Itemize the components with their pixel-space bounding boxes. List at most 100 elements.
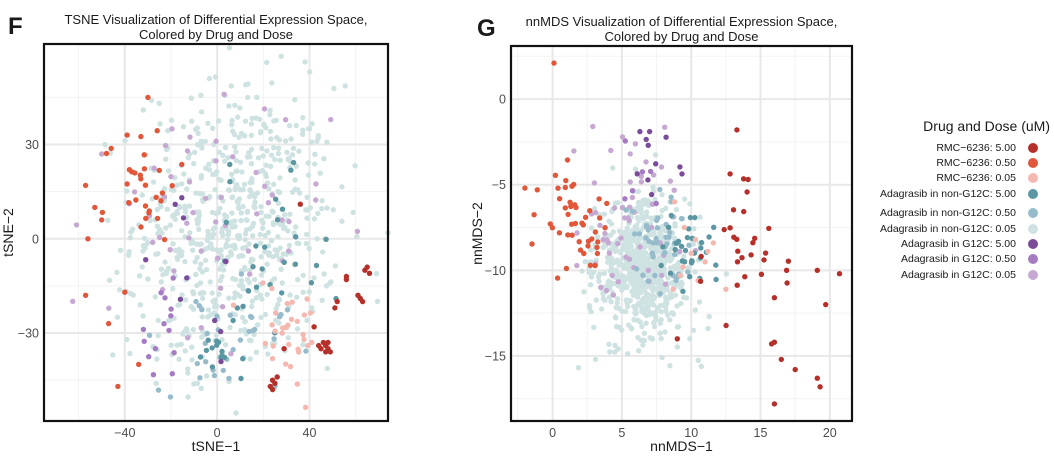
data-point bbox=[638, 173, 644, 180]
data-point bbox=[250, 233, 256, 239]
data-point bbox=[684, 234, 691, 241]
data-point bbox=[163, 156, 169, 162]
data-point bbox=[817, 384, 823, 390]
data-point bbox=[652, 272, 658, 279]
data-point bbox=[179, 292, 185, 298]
data-point bbox=[242, 244, 249, 251]
data-point bbox=[258, 254, 264, 260]
data-point bbox=[240, 253, 246, 259]
data-point bbox=[672, 246, 678, 253]
data-point bbox=[202, 138, 208, 145]
data-point bbox=[253, 243, 259, 249]
data-point bbox=[555, 185, 561, 191]
data-point bbox=[696, 299, 703, 305]
data-point bbox=[601, 211, 607, 217]
data-point bbox=[209, 290, 215, 296]
data-point bbox=[622, 262, 628, 268]
data-point bbox=[168, 306, 174, 312]
data-point bbox=[167, 247, 173, 253]
data-point bbox=[92, 204, 98, 211]
data-point bbox=[217, 285, 224, 291]
data-point bbox=[224, 214, 230, 220]
data-point bbox=[228, 351, 234, 357]
data-point bbox=[269, 355, 276, 362]
data-point bbox=[581, 289, 587, 295]
data-point bbox=[139, 192, 145, 198]
data-point bbox=[158, 279, 164, 285]
data-point bbox=[122, 289, 128, 295]
data-point bbox=[226, 295, 232, 301]
data-point bbox=[645, 278, 651, 284]
legend-label: RMC−6236: 0.50 bbox=[936, 157, 1016, 170]
data-point bbox=[278, 53, 284, 59]
data-point bbox=[230, 302, 237, 308]
data-point bbox=[225, 187, 232, 193]
data-point bbox=[677, 248, 683, 255]
data-point bbox=[189, 118, 195, 124]
data-point bbox=[269, 192, 275, 198]
data-point bbox=[189, 247, 196, 253]
data-point bbox=[193, 190, 199, 196]
data-point bbox=[636, 218, 642, 224]
data-point bbox=[615, 346, 621, 352]
data-point bbox=[264, 59, 270, 66]
data-point bbox=[117, 247, 124, 253]
data-point bbox=[179, 195, 185, 201]
data-point bbox=[595, 274, 602, 280]
data-point bbox=[613, 245, 619, 251]
data-point bbox=[623, 308, 629, 315]
data-point bbox=[592, 262, 598, 269]
data-point bbox=[602, 297, 608, 304]
data-point bbox=[647, 168, 654, 175]
data-point bbox=[187, 230, 193, 236]
data-point bbox=[267, 107, 273, 114]
data-point bbox=[141, 152, 147, 158]
data-point bbox=[562, 184, 568, 191]
data-point bbox=[645, 177, 651, 183]
data-point bbox=[306, 245, 312, 252]
data-point bbox=[203, 359, 209, 365]
data-point bbox=[287, 211, 293, 217]
data-point bbox=[105, 320, 112, 327]
data-point bbox=[534, 187, 540, 193]
legend-swatch bbox=[1028, 158, 1038, 169]
data-point bbox=[222, 158, 228, 164]
data-point bbox=[654, 240, 660, 246]
data-point bbox=[180, 331, 186, 337]
data-point bbox=[697, 278, 704, 284]
data-point bbox=[658, 262, 664, 269]
data-point bbox=[619, 287, 625, 293]
data-point bbox=[206, 167, 213, 173]
data-point bbox=[606, 250, 613, 256]
data-point bbox=[240, 303, 246, 309]
data-point bbox=[592, 356, 599, 363]
data-point bbox=[275, 200, 282, 206]
data-point bbox=[706, 313, 712, 320]
data-point bbox=[244, 217, 250, 223]
data-point bbox=[245, 94, 251, 101]
data-point bbox=[186, 203, 193, 209]
data-point bbox=[624, 284, 630, 290]
data-point bbox=[260, 225, 266, 231]
data-point bbox=[653, 235, 659, 242]
data-point bbox=[312, 151, 318, 157]
data-point bbox=[197, 354, 204, 360]
data-point bbox=[658, 335, 664, 342]
data-point bbox=[205, 120, 211, 127]
data-point bbox=[124, 132, 130, 138]
data-point bbox=[138, 133, 144, 140]
tsne-title-line1: TSNE Visualization of Differential Expre… bbox=[64, 12, 368, 27]
data-point bbox=[272, 156, 278, 163]
data-point bbox=[246, 267, 253, 274]
legend-item: Adagrasib in G12C: 5.00 bbox=[862, 236, 1052, 251]
data-point bbox=[158, 203, 164, 210]
data-point bbox=[278, 311, 284, 318]
data-point bbox=[214, 313, 220, 319]
data-point bbox=[230, 346, 236, 353]
legend-label: Adagrasib in non-G12C: 0.50 bbox=[879, 207, 1016, 220]
data-point bbox=[587, 262, 594, 268]
data-point bbox=[293, 224, 299, 230]
data-point bbox=[614, 296, 621, 302]
data-point bbox=[193, 271, 199, 278]
data-point bbox=[124, 181, 130, 187]
